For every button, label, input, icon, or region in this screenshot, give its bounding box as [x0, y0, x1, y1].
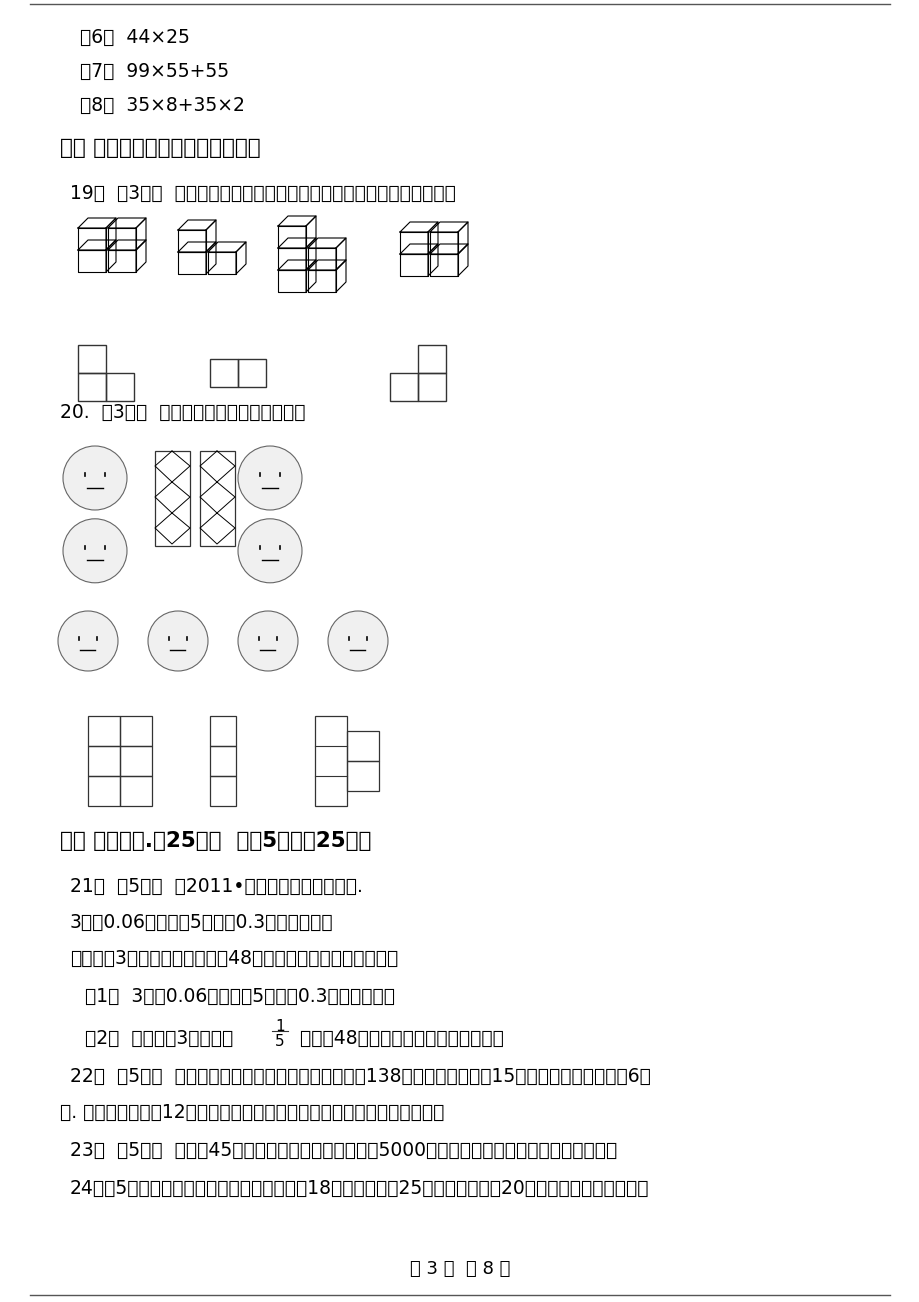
Text: 24．（5分）果品商店运来一批苹果和橘子各18筐，苹果每筐25千克，橘子每筐20千克，运来苹果和橘子一: 24．（5分）果品商店运来一批苹果和橘子各18筐，苹果每筐25千克，橘子每筐20… [70, 1180, 649, 1198]
Bar [417, 345, 446, 372]
Circle shape [238, 518, 301, 583]
Text: 第 3 页  共 8 页: 第 3 页 共 8 页 [409, 1260, 510, 1279]
Circle shape [62, 447, 127, 510]
Bar [78, 345, 106, 372]
Bar [210, 359, 238, 387]
Bar [106, 372, 134, 401]
Text: 六、 解决问题.（25分）  （共5题；共25分）: 六、 解决问题.（25分） （共5题；共25分） [60, 831, 371, 852]
Bar [238, 359, 266, 387]
Bar [210, 746, 235, 776]
Bar [199, 450, 234, 546]
Circle shape [238, 611, 298, 671]
Text: 的和是48，这个数是多少？（列方程）: 的和是48，这个数是多少？（列方程） [294, 1029, 504, 1048]
Circle shape [238, 447, 301, 510]
Bar [88, 716, 119, 746]
Circle shape [148, 611, 208, 671]
Bar [314, 716, 346, 806]
Text: （2）  一个数的3倍与它的: （2） 一个数的3倍与它的 [85, 1029, 245, 1048]
Text: （8）  35×8+35×2: （8） 35×8+35×2 [80, 96, 244, 115]
Bar [119, 776, 152, 806]
Text: 22．  （5分）  某单位组织员工去春游，火车以每小时138千米的速度行驶了15小时后，距目的地还有6千: 22． （5分） 某单位组织员工去春游，火车以每小时138千米的速度行驶了15小… [70, 1068, 650, 1086]
Text: （1）  3除以0.06的商减去5，再乘0.3，积是多少？: （1） 3除以0.06的商减去5，再乘0.3，积是多少？ [85, 987, 394, 1006]
Bar [154, 450, 190, 546]
Text: 1: 1 [275, 1019, 285, 1034]
Bar [210, 776, 235, 806]
Text: 19．  （3分）  下面的立体图形从上面看到的分别是什么形状？连一连。: 19． （3分） 下面的立体图形从上面看到的分别是什么形状？连一连。 [70, 184, 456, 203]
Text: 23．  （5分）  农场有45吨粮食。算一算，用一辆载重5000千克的卡车运几次可将这些粮食运完？: 23． （5分） 农场有45吨粮食。算一算，用一辆载重5000千克的卡车运几次可… [70, 1141, 617, 1160]
Circle shape [328, 611, 388, 671]
Bar [210, 716, 235, 746]
Circle shape [58, 611, 118, 671]
Text: 21．  （5分）  （2011•深圳）只列式，不计算.: 21． （5分） （2011•深圳）只列式，不计算. [70, 878, 362, 896]
Bar [78, 372, 106, 401]
Text: 3除以0.06的商减去5，再乘0.3，积是多少？: 3除以0.06的商减去5，再乘0.3，积是多少？ [70, 913, 334, 932]
Text: 20.  （3分）  他们看到的分别是哪个图形？: 20. （3分） 他们看到的分别是哪个图形？ [60, 404, 305, 422]
Bar [88, 746, 119, 776]
Bar [119, 716, 152, 746]
Text: 五、 连一连．（共２题；共６分）: 五、 连一连．（共２题；共６分） [60, 138, 260, 158]
Text: 5: 5 [275, 1034, 285, 1049]
Text: 米. 如果返程必须在12小时以内返回，那么返程时火车的速度最少是多少？: 米. 如果返程必须在12小时以内返回，那么返程时火车的速度最少是多少？ [60, 1103, 444, 1122]
Text: （7）  99×55+55: （7） 99×55+55 [80, 62, 229, 81]
Bar [417, 372, 446, 401]
Bar [88, 776, 119, 806]
Bar [119, 746, 152, 776]
Text: （6）  44×25: （6） 44×25 [80, 29, 189, 47]
Bar [390, 372, 417, 401]
Bar [346, 760, 379, 792]
Text: 一个数的3倍与它的１５的和是48，这个数是多少？（列方程）: 一个数的3倍与它的１５的和是48，这个数是多少？（列方程） [70, 949, 398, 967]
Circle shape [62, 518, 127, 583]
Bar [346, 730, 379, 760]
